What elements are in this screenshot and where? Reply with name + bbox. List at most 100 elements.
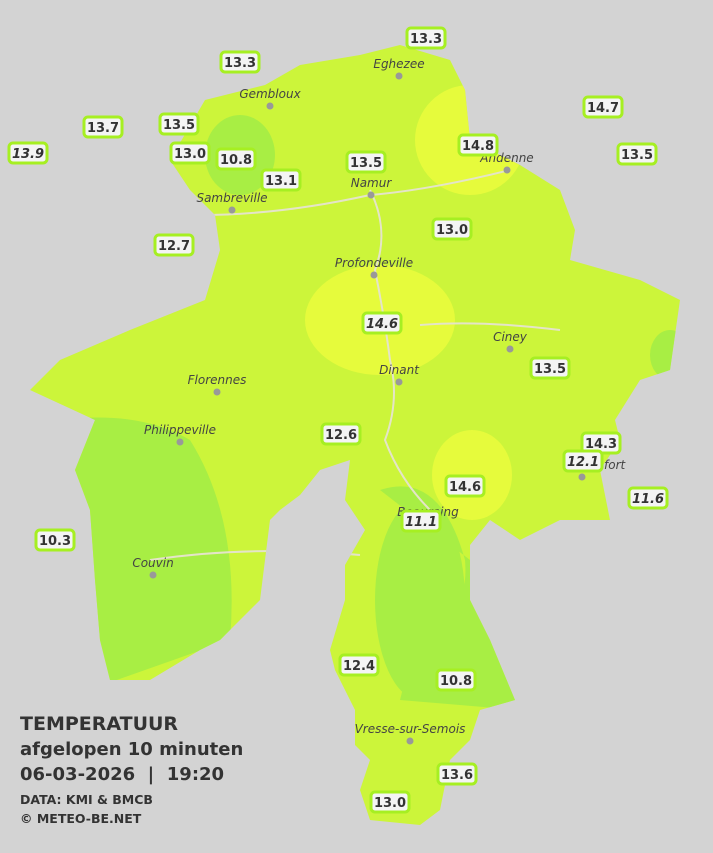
station-box — [405, 26, 447, 50]
station-value: 13.5 — [163, 118, 195, 133]
station: 13.5 — [616, 142, 658, 166]
subtitle: afgelopen 10 minuten — [20, 739, 243, 760]
station-value: 13.3 — [410, 32, 442, 47]
station-box — [582, 95, 624, 119]
station: 14.3 — [580, 431, 622, 455]
station-value: 12.1 — [567, 455, 599, 470]
station-value: 13.1 — [265, 174, 297, 189]
station: 12.7 — [153, 233, 195, 257]
station: 13.0 — [431, 217, 473, 241]
station-value: 14.6 — [449, 480, 481, 495]
station: 10.3 — [34, 528, 76, 552]
station-box — [435, 668, 477, 692]
city-label: Philippeville — [144, 423, 216, 437]
station-box — [361, 311, 403, 335]
station-value: 13.7 — [87, 121, 119, 136]
station-value: 14.3 — [585, 437, 617, 452]
station-box — [338, 653, 380, 677]
source: DATA: KMI & BMCB — [20, 792, 153, 807]
station: 14.8 — [457, 133, 499, 157]
station-box — [215, 147, 257, 171]
station-value: 10.3 — [39, 534, 71, 549]
station: 12.1 — [562, 449, 604, 473]
city-dot — [176, 438, 184, 446]
station-value: 12.7 — [158, 239, 190, 254]
city-dot — [228, 206, 236, 214]
station-value: 14.8 — [462, 139, 494, 154]
station-value: 12.4 — [343, 659, 375, 674]
station: 13.3 — [219, 50, 261, 74]
station-value: 13.5 — [534, 362, 566, 377]
station: 13.1 — [260, 168, 302, 192]
station-box — [627, 486, 669, 510]
station: 13.0 — [169, 141, 211, 165]
station: 14.6 — [361, 311, 403, 335]
datetime: 06-03-2026 | 19:20 — [20, 764, 224, 785]
station-value: 13.0 — [174, 147, 206, 162]
station: 13.6 — [436, 762, 478, 786]
station-box — [436, 762, 478, 786]
station: 13.9 — [7, 141, 49, 165]
station-box — [153, 233, 195, 257]
station-box — [158, 112, 200, 136]
station-value: 13.0 — [374, 796, 406, 811]
station-box — [431, 217, 473, 241]
station-value: 11.6 — [632, 492, 664, 507]
station-box — [169, 141, 211, 165]
zone-cool — [650, 330, 680, 380]
station: 13.5 — [158, 112, 200, 136]
city-dot — [506, 345, 514, 353]
station-value: 13.5 — [621, 148, 653, 163]
station-box — [82, 115, 124, 139]
station-value: 13.9 — [12, 147, 44, 162]
city-dot — [213, 388, 221, 396]
city-label: Couvin — [132, 556, 173, 570]
station: 13.0 — [369, 790, 411, 814]
station-box — [444, 474, 486, 498]
city-dot — [395, 72, 403, 80]
city-label: Sambreville — [196, 191, 267, 205]
zone-cool — [375, 500, 465, 700]
title: TEMPERATUUR — [20, 713, 178, 735]
station-value: 13.0 — [436, 223, 468, 238]
station: 12.6 — [320, 422, 362, 446]
station-value: 13.5 — [350, 156, 382, 171]
city-dot — [149, 571, 157, 579]
station-box — [400, 509, 442, 533]
station-box — [529, 356, 571, 380]
station: 10.8 — [215, 147, 257, 171]
station: 13.3 — [405, 26, 447, 50]
station-box — [34, 528, 76, 552]
station-box — [616, 142, 658, 166]
station-value: 13.3 — [224, 56, 256, 71]
station: 11.1 — [400, 509, 442, 533]
station-box — [345, 150, 387, 174]
station: 10.8 — [435, 668, 477, 692]
station-box — [320, 422, 362, 446]
station-value: 13.6 — [441, 768, 473, 783]
city-label: Ciney — [493, 330, 528, 344]
city-label: Gembloux — [239, 87, 301, 101]
station-value: 10.8 — [440, 674, 472, 689]
city-label: Profondeville — [335, 256, 413, 270]
station-value: 12.6 — [325, 428, 357, 443]
city-label: Florennes — [188, 373, 247, 387]
station-box — [219, 50, 261, 74]
station-box — [260, 168, 302, 192]
station: 11.6 — [627, 486, 669, 510]
station: 14.7 — [582, 95, 624, 119]
city-dot — [578, 473, 586, 481]
copyright: © METEO-BE.NET — [20, 811, 142, 826]
city-dot — [370, 271, 378, 279]
city-dot — [367, 191, 375, 199]
city-dot — [395, 378, 403, 386]
city-dot — [266, 102, 274, 110]
city-dot — [503, 166, 511, 174]
station: 14.6 — [444, 474, 486, 498]
station-value: 14.6 — [366, 317, 398, 332]
station-box — [369, 790, 411, 814]
station: 13.5 — [529, 356, 571, 380]
station-value: 14.7 — [587, 101, 619, 116]
station: 12.4 — [338, 653, 380, 677]
